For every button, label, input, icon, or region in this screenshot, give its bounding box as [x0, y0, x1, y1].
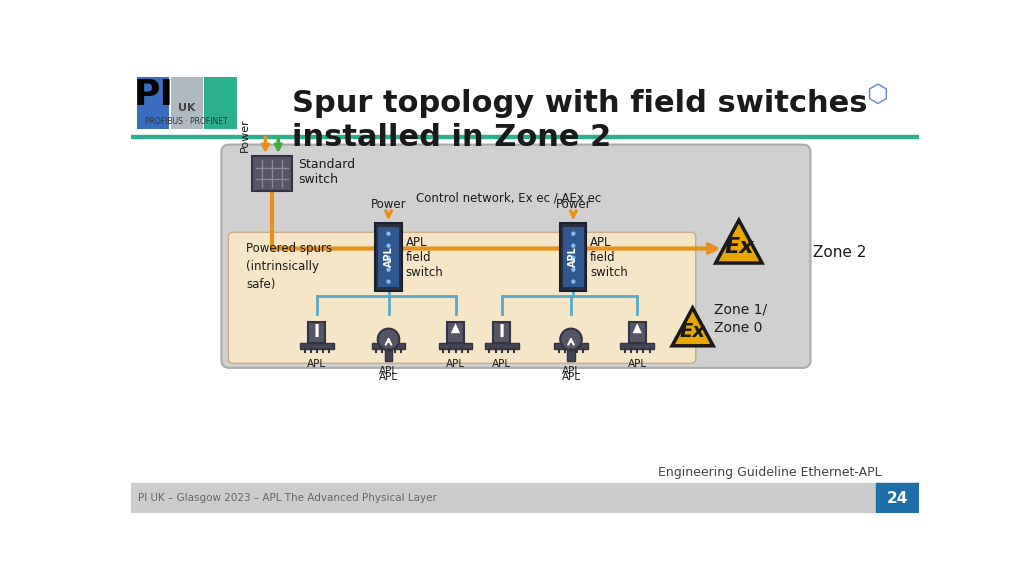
Circle shape: [386, 279, 391, 284]
Circle shape: [571, 256, 575, 260]
Text: APL
field
switch: APL field switch: [590, 236, 628, 279]
Text: Power: Power: [240, 119, 250, 152]
Circle shape: [571, 267, 575, 272]
Polygon shape: [672, 308, 713, 346]
Polygon shape: [716, 220, 762, 263]
Text: I: I: [313, 324, 319, 342]
Text: Powered spurs
(intrinsically
safe): Powered spurs (intrinsically safe): [246, 242, 332, 291]
FancyBboxPatch shape: [221, 145, 810, 368]
Circle shape: [571, 244, 575, 248]
Text: APL: APL: [561, 373, 581, 382]
Circle shape: [571, 232, 575, 236]
Bar: [562, 227, 584, 287]
Text: 24: 24: [887, 491, 908, 506]
Text: APL: APL: [493, 359, 511, 369]
Circle shape: [386, 267, 391, 272]
Text: APL
field
switch: APL field switch: [406, 236, 443, 279]
Text: Power: Power: [555, 198, 591, 211]
Circle shape: [386, 232, 391, 236]
Bar: [438, 343, 472, 348]
Bar: [131, 69, 920, 135]
Text: Engineering Guideline Ethernet-APL: Engineering Guideline Ethernet-APL: [657, 466, 882, 479]
Bar: [560, 223, 587, 291]
Bar: [137, 77, 169, 129]
FancyBboxPatch shape: [228, 232, 695, 363]
Bar: [494, 321, 510, 343]
Bar: [131, 135, 920, 138]
Text: APL: APL: [379, 366, 398, 376]
Bar: [447, 321, 464, 343]
Bar: [621, 343, 654, 348]
Bar: [385, 348, 392, 361]
Text: APL: APL: [384, 247, 393, 267]
Text: APL: APL: [445, 359, 465, 369]
Bar: [372, 343, 406, 348]
Text: Spur topology with field switches
installed in Zone 2: Spur topology with field switches instal…: [292, 89, 867, 151]
Bar: [376, 223, 401, 291]
Circle shape: [386, 244, 391, 248]
Bar: [378, 227, 399, 287]
Text: PI: PI: [134, 78, 174, 112]
Text: Ex: Ex: [680, 322, 706, 341]
Text: ⬡: ⬡: [866, 82, 889, 107]
Text: APL: APL: [379, 373, 398, 382]
Bar: [308, 321, 326, 343]
Bar: [567, 348, 574, 361]
Bar: [554, 343, 588, 348]
Bar: [252, 156, 292, 191]
Text: Control network, Ex ec / AEx ec: Control network, Ex ec / AEx ec: [416, 192, 601, 204]
Circle shape: [378, 329, 399, 350]
Text: PROFIBUS · PROFINET: PROFIBUS · PROFINET: [144, 117, 227, 126]
Text: Ex: Ex: [724, 237, 754, 257]
Text: Standard
switch: Standard switch: [298, 158, 355, 185]
Text: I: I: [499, 324, 505, 342]
Text: Zone 1/
Zone 0: Zone 1/ Zone 0: [714, 302, 767, 335]
Text: Power: Power: [371, 198, 407, 211]
Bar: [171, 77, 203, 129]
Text: APL: APL: [568, 247, 579, 267]
Text: APL: APL: [628, 359, 647, 369]
Bar: [300, 343, 334, 348]
Text: Zone 2: Zone 2: [813, 245, 866, 260]
Polygon shape: [633, 323, 642, 334]
Circle shape: [560, 329, 582, 350]
Circle shape: [386, 256, 391, 260]
Text: APL: APL: [307, 359, 327, 369]
Bar: [876, 483, 920, 513]
Text: PI UK – Glasgow 2023 – APL The Advanced Physical Layer: PI UK – Glasgow 2023 – APL The Advanced …: [138, 493, 437, 503]
Bar: [629, 321, 646, 343]
Circle shape: [571, 279, 575, 284]
Polygon shape: [451, 323, 460, 334]
Text: APL: APL: [561, 366, 581, 376]
Bar: [131, 483, 920, 513]
Text: UK: UK: [178, 103, 196, 113]
Bar: [205, 77, 237, 129]
Bar: [484, 343, 518, 348]
